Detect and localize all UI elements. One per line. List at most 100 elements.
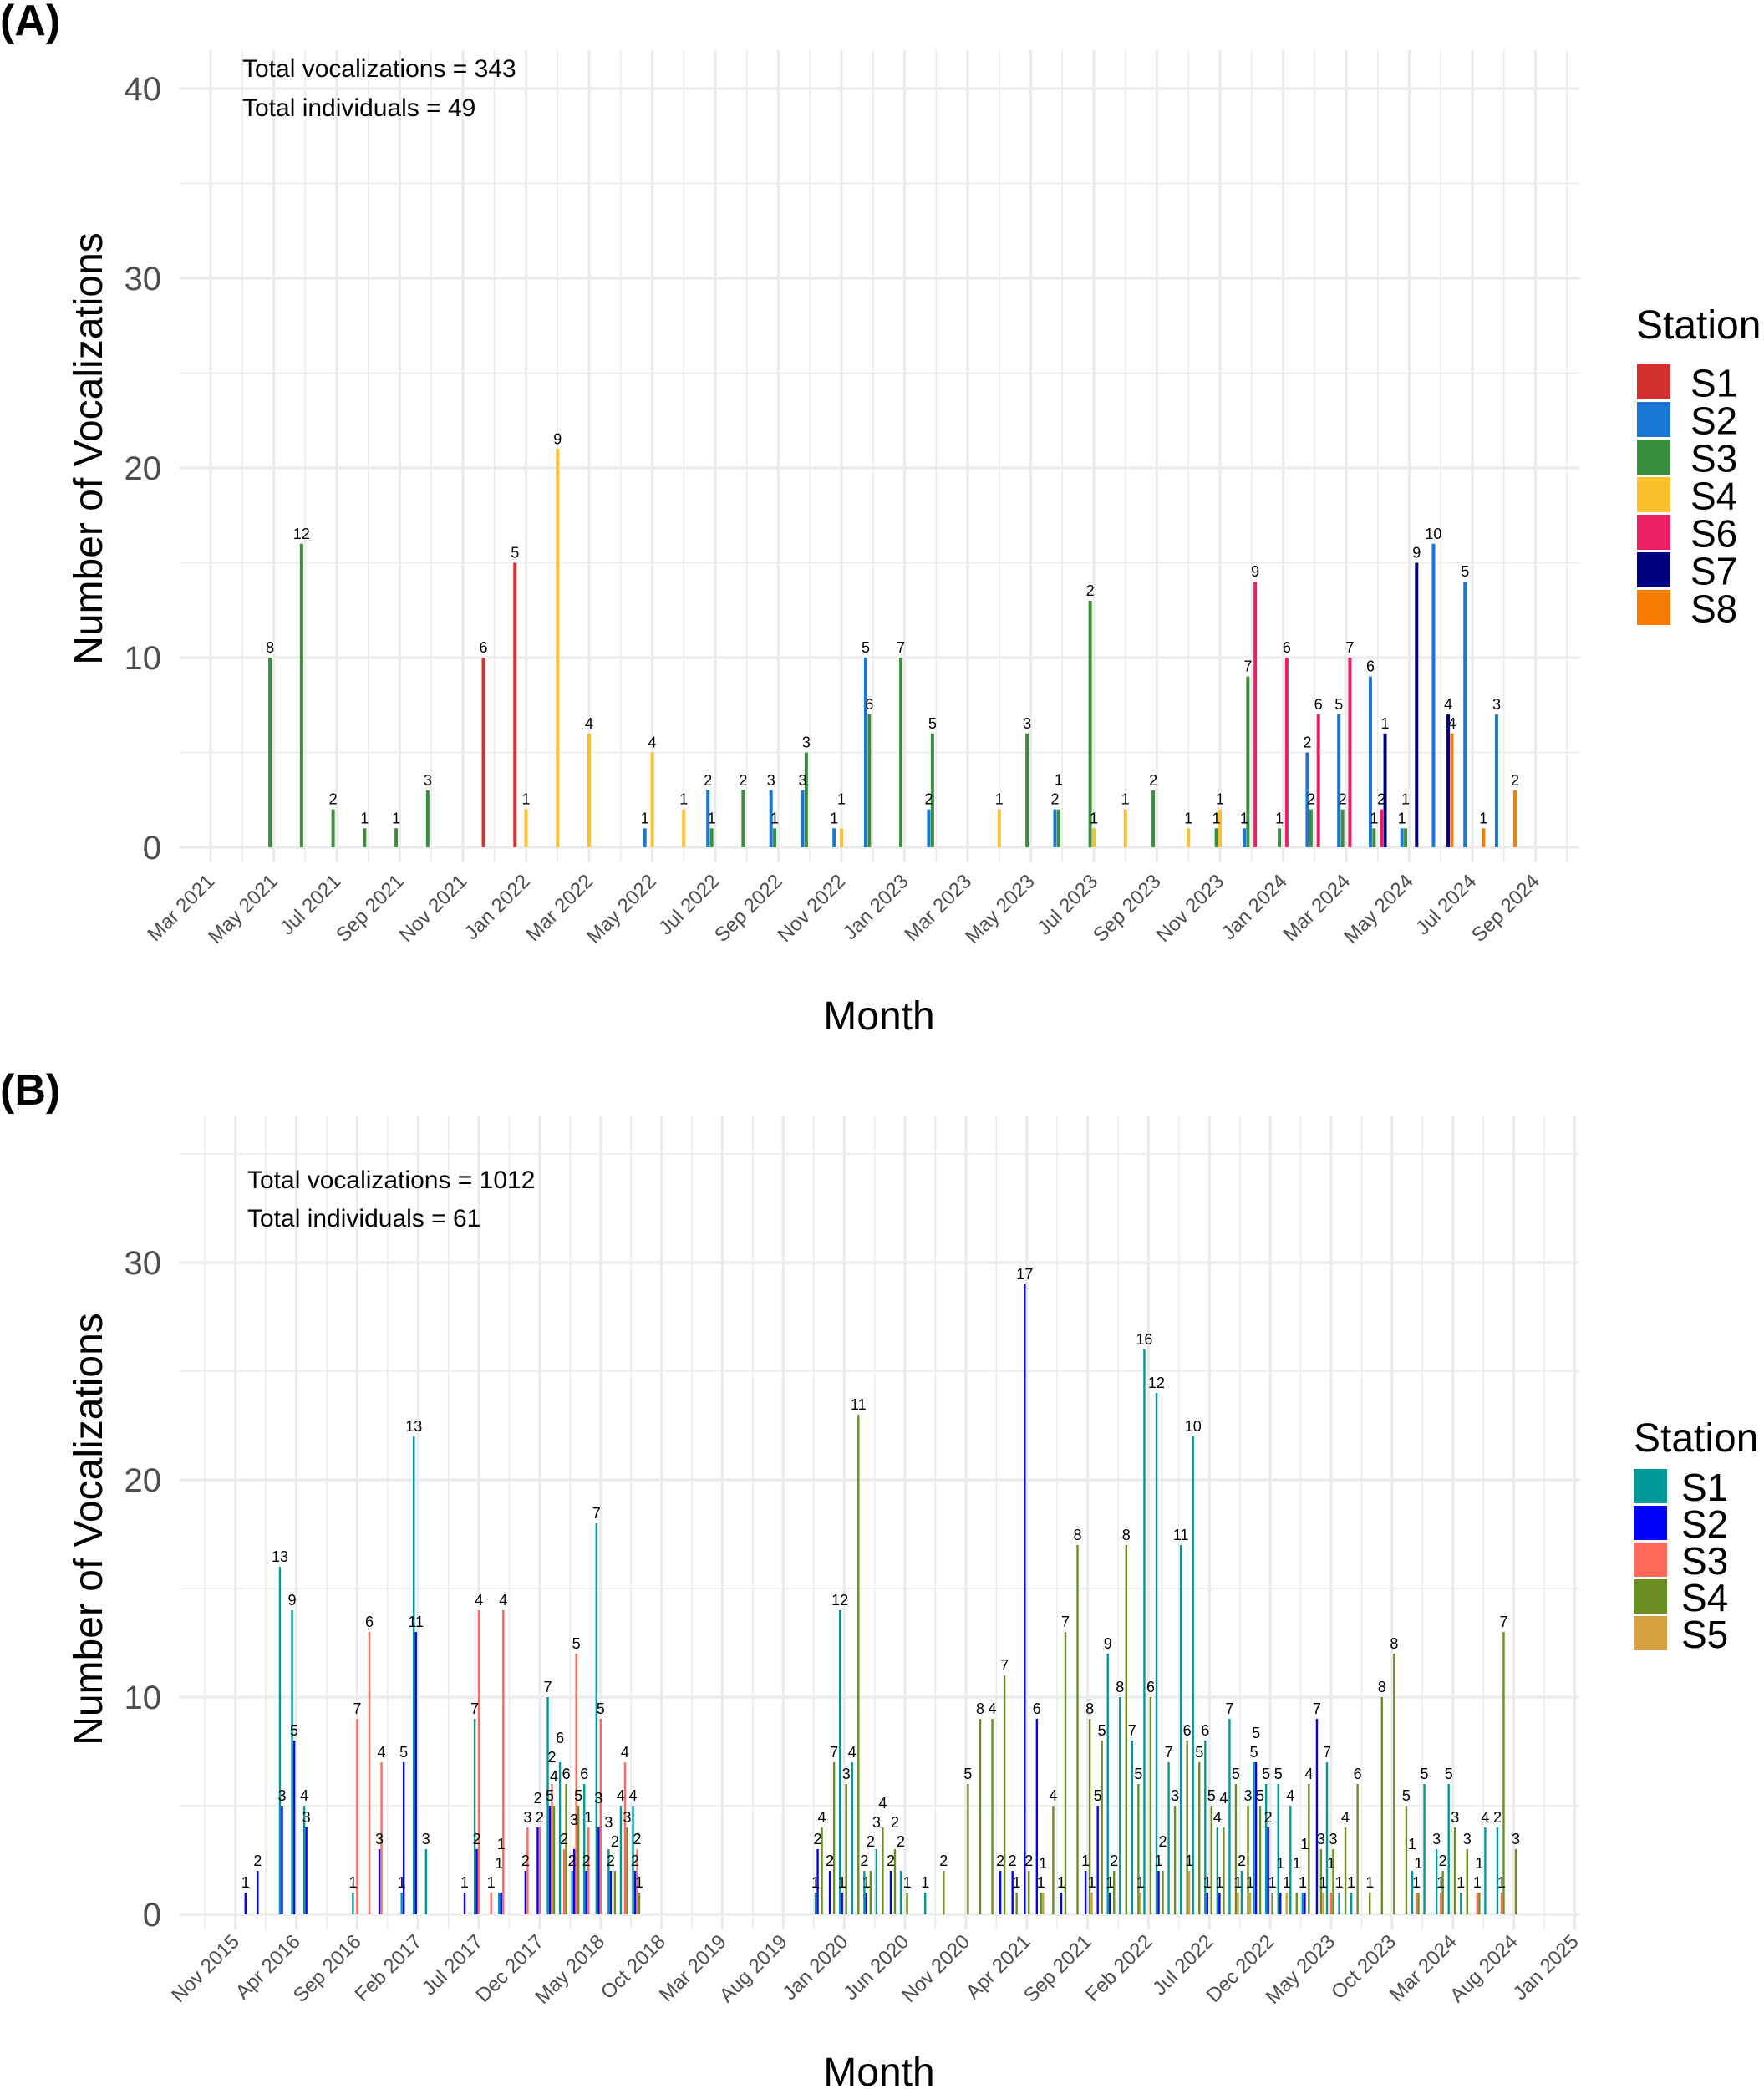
bar-label: 4 <box>1481 1809 1489 1826</box>
y-tick-label: 30 <box>125 1245 162 1282</box>
bar-s4 <box>857 1415 860 1914</box>
bar-label: 1 <box>1436 1874 1445 1891</box>
x-tick-label: Feb 2017 <box>351 1930 427 2006</box>
bar-s4 <box>1186 1741 1188 1914</box>
bar-label: 4 <box>1049 1787 1057 1804</box>
bar-s1 <box>1240 1871 1243 1914</box>
bar-s4 <box>1040 1893 1043 1914</box>
bar-label: 6 <box>1314 696 1323 713</box>
bar-label: 4 <box>300 1787 308 1804</box>
legend-label-s2: S2 <box>1690 399 1737 443</box>
x-tick-label: May 2022 <box>582 870 661 948</box>
bar-s2 <box>1060 1893 1063 1914</box>
bar-s4 <box>832 1762 836 1914</box>
bar-s2 <box>475 1849 478 1914</box>
bar-label: 1 <box>1401 790 1410 807</box>
legend-label-s6: S6 <box>1690 512 1737 556</box>
bar-s1 <box>863 1871 866 1914</box>
bar-s2 <box>769 790 773 847</box>
legend-key-s2 <box>1637 402 1670 437</box>
bar-s4 <box>1088 1719 1091 1914</box>
bar-label: 2 <box>473 1831 481 1848</box>
bar-s1 <box>424 1849 428 1914</box>
bar-s1 <box>413 1436 415 1914</box>
bar-s8 <box>1482 828 1486 847</box>
bar-label: 3 <box>604 1814 613 1831</box>
bar-s1 <box>1484 1827 1487 1914</box>
bar-label: 12 <box>1148 1375 1165 1391</box>
bar-label: 4 <box>629 1787 638 1804</box>
bar-s3 <box>804 752 808 847</box>
bar-s3 <box>502 1610 505 1914</box>
panel-a-x-axis-title: Month <box>823 994 934 1039</box>
bar-s4 <box>1113 1871 1116 1914</box>
bar-label: 4 <box>585 715 593 732</box>
bar-s1 <box>851 1762 853 1914</box>
bar-label: 2 <box>1086 582 1095 599</box>
bar-s1 <box>291 1610 293 1914</box>
bar-s2 <box>865 1893 868 1914</box>
bar-label: 1 <box>1475 1855 1483 1872</box>
panel-a-total-individuals: Total individuals = 49 <box>242 94 475 122</box>
legend-label-s7: S7 <box>1690 550 1737 593</box>
bar-label: 7 <box>897 639 905 656</box>
bar-label: 6 <box>1201 1722 1209 1739</box>
bar-label: 2 <box>568 1853 577 1869</box>
bar-label: 1 <box>1275 810 1284 826</box>
bar-s4 <box>587 733 591 847</box>
bar-label: 6 <box>1283 639 1291 656</box>
bar-label: 1 <box>1185 1853 1193 1869</box>
legend-label-s8: S8 <box>1690 587 1737 631</box>
bar-s2 <box>1463 582 1467 847</box>
bar-label: 7 <box>544 1679 552 1695</box>
bar-label: 1 <box>1212 810 1221 826</box>
bar-s1 <box>1325 1762 1329 1914</box>
bar-label: 1 <box>837 790 846 807</box>
bar-label: 6 <box>1183 1722 1192 1739</box>
bar-label: 1 <box>1240 810 1248 826</box>
bar-label: 5 <box>572 1635 581 1652</box>
bar-s2 <box>609 1871 613 1914</box>
bar-label: 7 <box>1323 1744 1331 1761</box>
bar-s3 <box>709 828 714 847</box>
bar-label: 1 <box>1121 791 1130 808</box>
x-tick-label: Sep 2016 <box>289 1930 366 2007</box>
bar-label: 4 <box>648 734 656 751</box>
panel-b-x-axis-title: Month <box>823 2051 934 2089</box>
bar-label: 1 <box>838 1874 846 1891</box>
bar-label: 2 <box>1264 1809 1273 1826</box>
bar-label: 2 <box>1377 791 1385 808</box>
bar-label: 5 <box>1098 1722 1106 1739</box>
bar-label: 1 <box>460 1874 469 1891</box>
bar-label: 5 <box>1252 1725 1260 1741</box>
panel-a-bars <box>268 449 1517 847</box>
bar-label: 5 <box>1094 1787 1102 1804</box>
bar-s4 <box>1064 1632 1067 1914</box>
y-tick-label: 30 <box>125 261 162 297</box>
bar-s4 <box>1162 1871 1164 1914</box>
bar-label: 1 <box>770 810 779 826</box>
bar-s1 <box>1204 1741 1207 1914</box>
bar-s2 <box>1315 1719 1319 1914</box>
bar-label: 2 <box>329 791 338 808</box>
bar-label: 3 <box>594 1790 602 1807</box>
bar-label: 5 <box>1134 1766 1142 1782</box>
bar-label: 3 <box>842 1766 851 1782</box>
bar-s1 <box>1119 1697 1121 1914</box>
bar-label: 2 <box>560 1831 568 1848</box>
bar-label: 1 <box>1412 1874 1421 1891</box>
bar-s3 <box>587 1827 590 1914</box>
bar-label: 16 <box>1136 1331 1152 1348</box>
bar-label: 1 <box>1479 810 1487 826</box>
bar-label: 3 <box>1023 715 1031 732</box>
bar-label: 1 <box>1365 1874 1374 1891</box>
bar-s2 <box>1053 809 1057 847</box>
bar-label: 2 <box>826 1853 834 1869</box>
bar-label: 1 <box>1233 1874 1242 1891</box>
bar-label: 1 <box>348 1874 357 1891</box>
bar-s3 <box>1151 790 1156 847</box>
